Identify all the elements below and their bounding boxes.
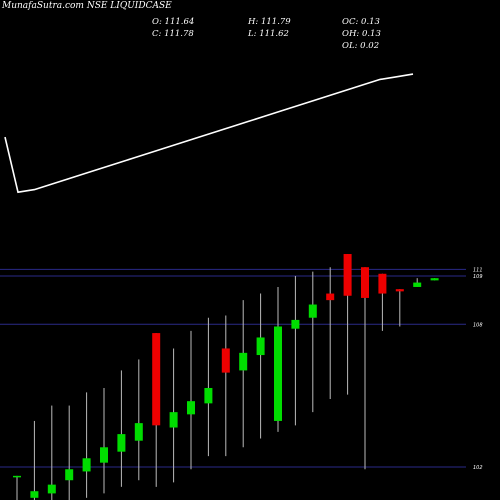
- close-value: C: 111.78: [152, 29, 194, 39]
- candle-down: [361, 267, 369, 298]
- candle-up: [274, 326, 282, 421]
- open-value: O: 111.64: [152, 17, 195, 27]
- trend-line: [4, 73, 414, 194]
- candle-up: [413, 282, 422, 287]
- candle-up: [187, 401, 195, 415]
- candle-up: [100, 447, 108, 463]
- chart-title: MunafaSutra.com NSE LIQUIDCASE: [2, 1, 172, 11]
- candle-down: [343, 254, 352, 296]
- candle-up: [65, 469, 74, 481]
- candle-up: [134, 423, 143, 441]
- candle-up: [82, 458, 91, 472]
- candle-up: [291, 319, 300, 329]
- candle-up: [47, 484, 56, 494]
- trend-line-panel: [4, 73, 414, 194]
- candle-up: [204, 387, 213, 404]
- oh-value: OH: 0.13: [342, 29, 381, 39]
- y-tick-label: 109: [473, 274, 483, 280]
- candle-down: [395, 289, 404, 292]
- candle-down: [326, 293, 335, 301]
- candle-up: [256, 337, 265, 356]
- candle-down: [221, 348, 230, 373]
- y-tick-label: 111: [473, 267, 483, 273]
- grid-lines: [0, 268, 466, 468]
- candle-up: [169, 412, 178, 428]
- oc-value: OC: 0.13: [342, 17, 380, 27]
- candle-up: [239, 352, 248, 371]
- high-value: H: 111.79: [248, 17, 291, 27]
- candle-up: [13, 475, 21, 478]
- candle-up: [430, 278, 439, 281]
- candle-down: [378, 273, 387, 294]
- candle-up: [117, 434, 126, 452]
- y-tick-label: 108: [473, 322, 483, 328]
- y-tick-label: 102: [473, 465, 483, 471]
- low-value: L: 111.62: [248, 29, 289, 39]
- ol-value: OL: 0.02: [342, 41, 380, 51]
- candle-up: [30, 491, 39, 498]
- candlestick-panel: [13, 254, 439, 500]
- candle-down: [152, 333, 161, 426]
- candle-up: [308, 304, 317, 318]
